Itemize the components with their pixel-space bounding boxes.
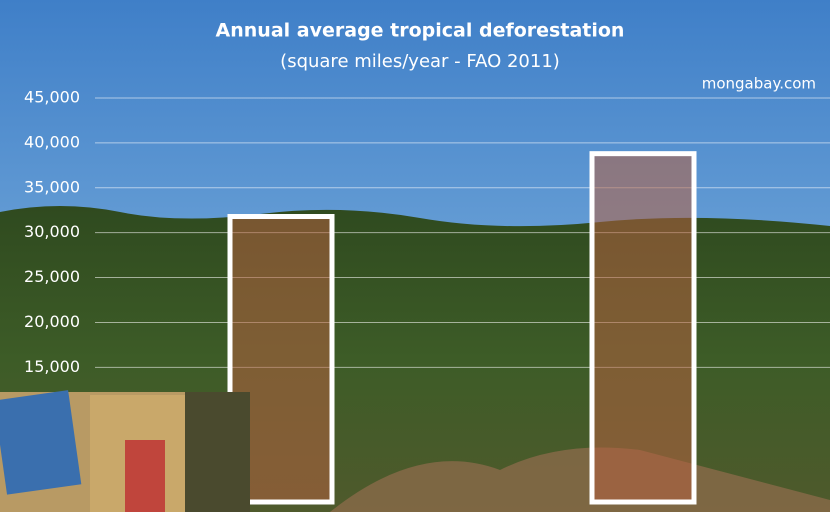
inset-glove <box>125 440 165 512</box>
soil <box>330 447 830 512</box>
y-tick-label: 25,000 <box>24 267 80 286</box>
photo-inset <box>0 390 250 512</box>
inset-leaves <box>185 392 250 512</box>
chart-subtitle: (square miles/year - FAO 2011) <box>280 51 560 72</box>
bar <box>589 151 697 505</box>
y-tick-label: 20,000 <box>24 312 80 331</box>
y-tick-label: 45,000 <box>24 88 80 107</box>
y-tick-label: 15,000 <box>24 357 80 376</box>
source: mongabay.com <box>702 75 816 93</box>
plot: 15,000 20,000 25,000 30,000 35,000 40,000 45,0… <box>24 88 830 505</box>
y-tick-label: 30,000 <box>24 222 80 241</box>
chart-title: Annual average tropical deforestation <box>216 20 625 42</box>
y-tick-label: 40,000 <box>24 132 80 151</box>
y-tick-label: 35,000 <box>24 177 80 196</box>
inset-bag <box>0 390 82 495</box>
